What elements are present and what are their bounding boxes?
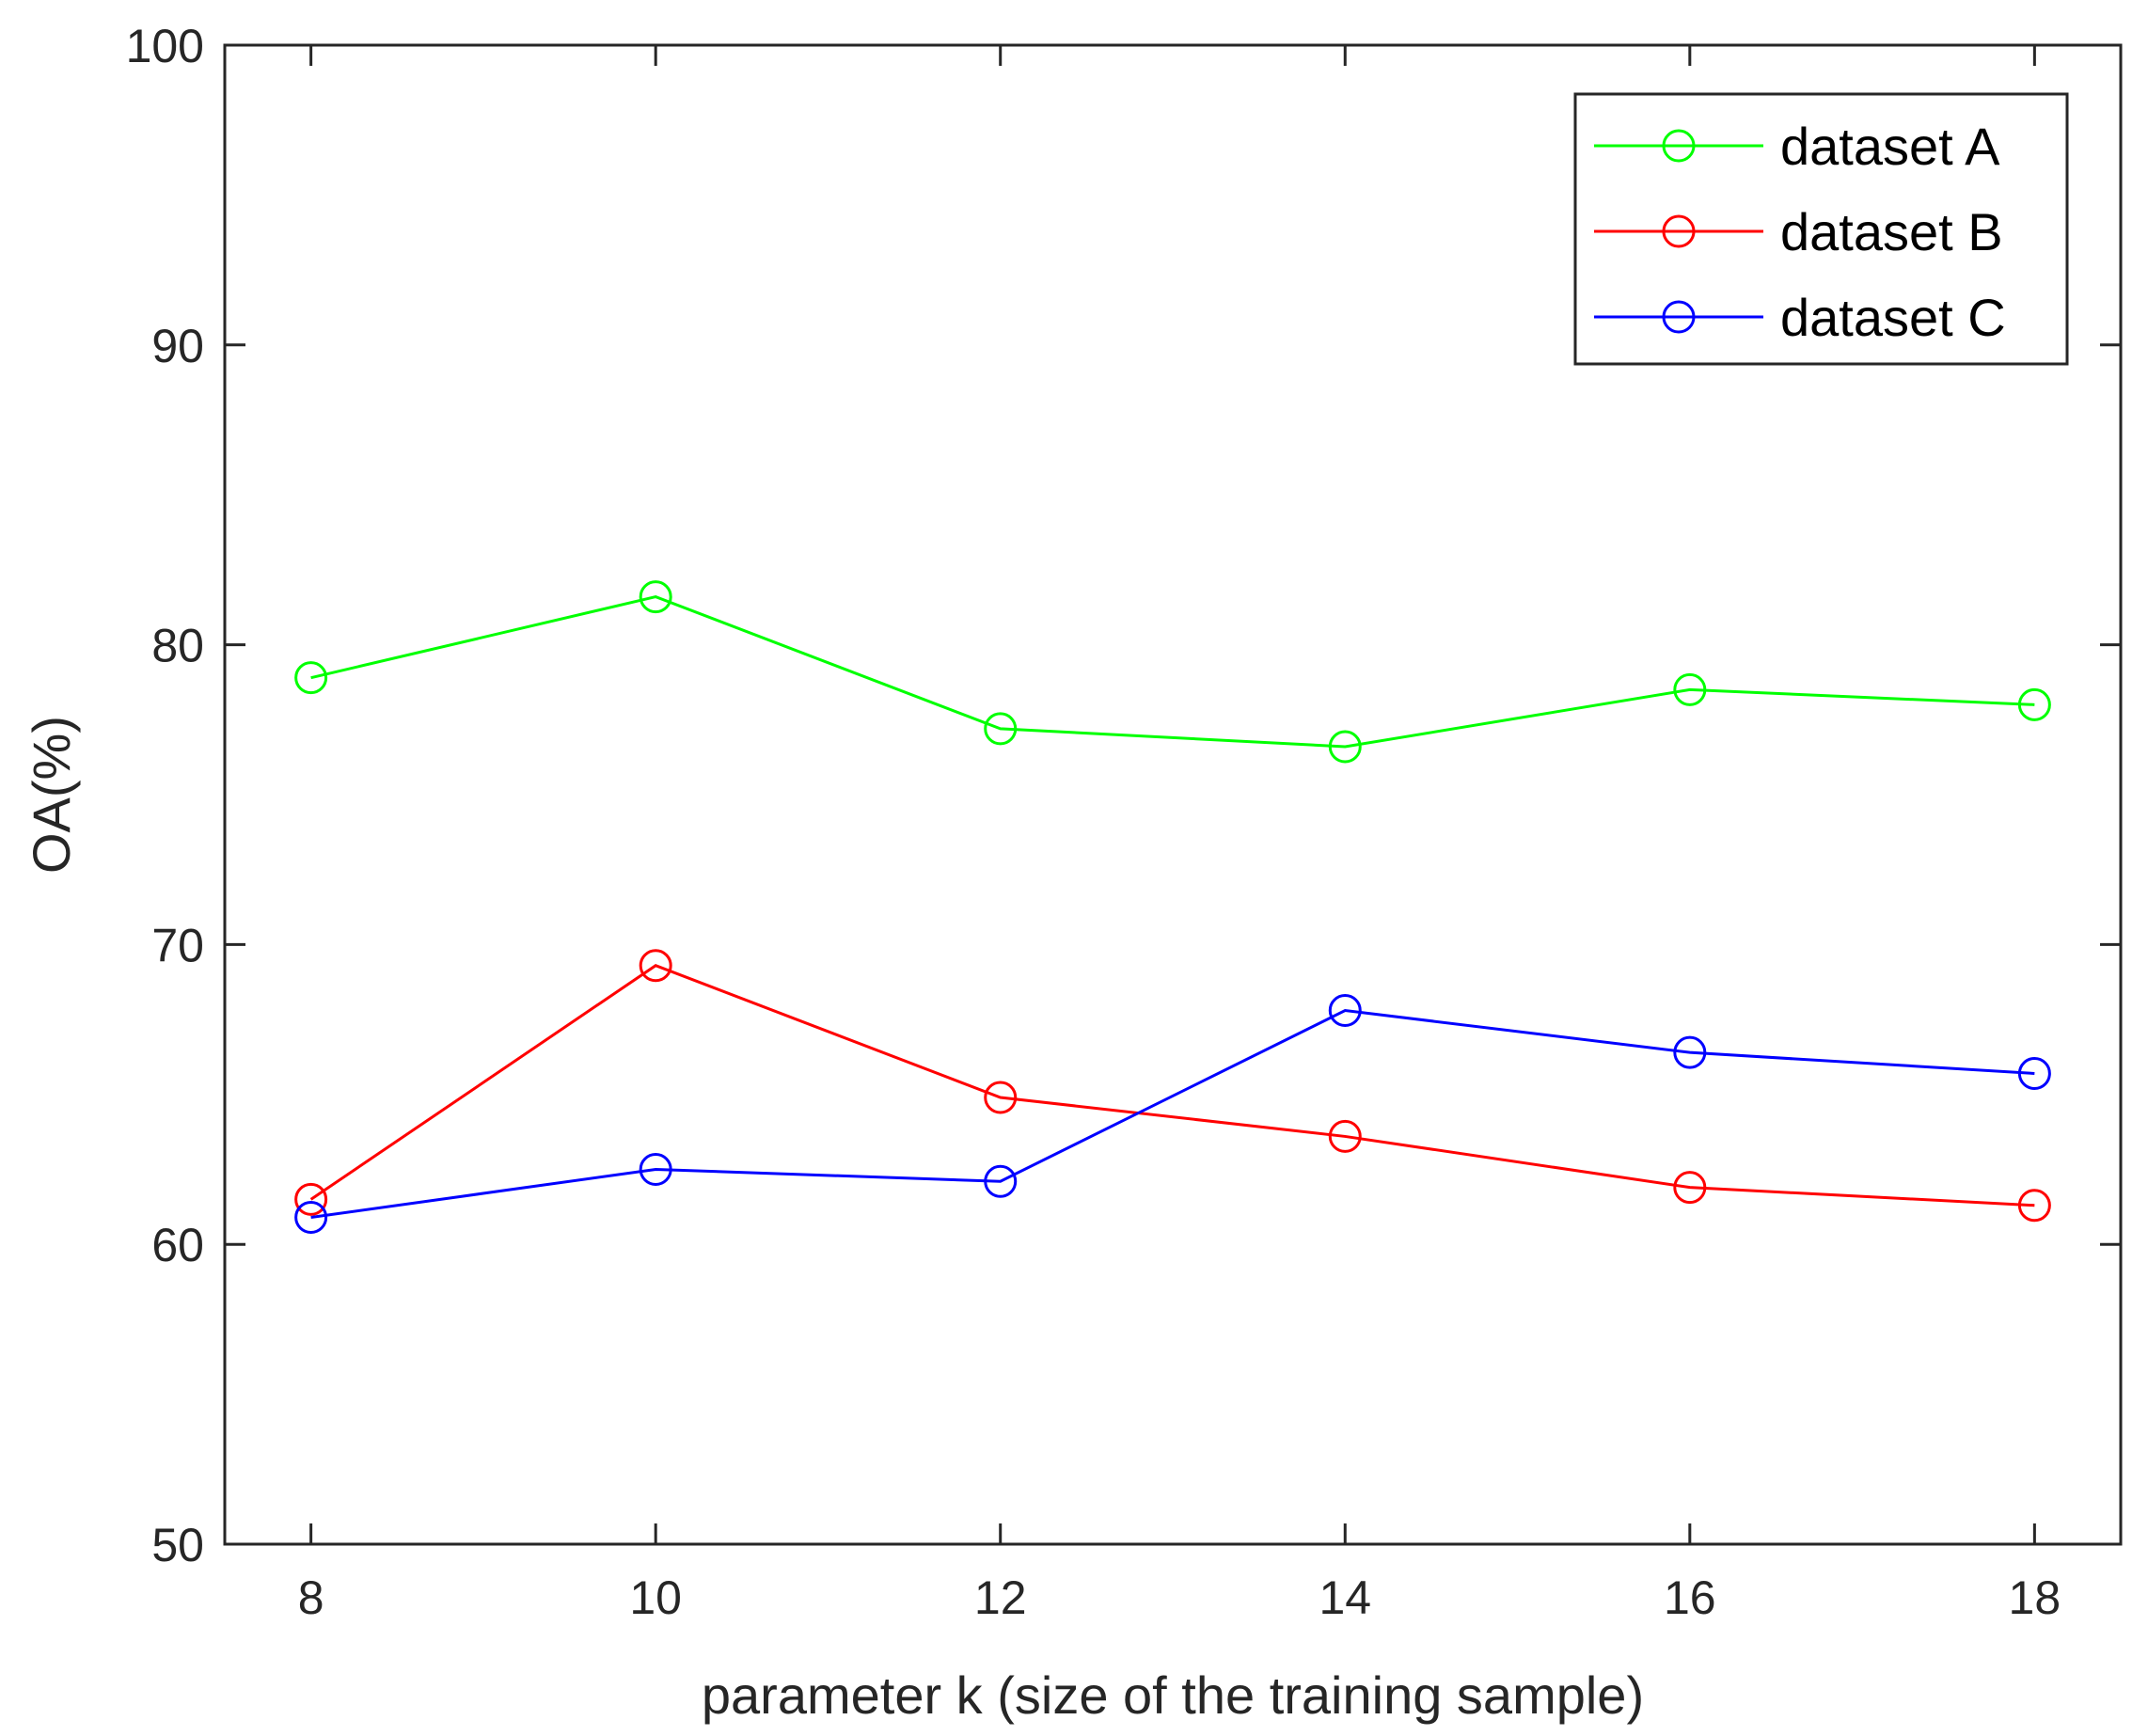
data-point: [984, 1081, 1018, 1114]
legend-box: [1573, 92, 2069, 366]
data-point: [1673, 672, 1707, 706]
y-tick-label: 70: [151, 919, 204, 971]
x-tick-label: 14: [1319, 1571, 1371, 1624]
y-tick-label: 90: [151, 320, 204, 372]
y-tick-label: 50: [151, 1519, 204, 1571]
data-point: [2017, 687, 2051, 721]
legend-item: dataset B: [1594, 202, 2003, 261]
y-axis: 50 60 70 80 90 100: [126, 20, 2121, 1571]
legend-label: dataset B: [1780, 202, 2003, 261]
data-point: [1328, 730, 1362, 764]
legend-marker: [1662, 300, 1696, 334]
data-point: [294, 661, 328, 695]
data-point: [639, 949, 672, 983]
data-point: [2017, 1189, 2051, 1223]
y-tick-label: 60: [151, 1219, 204, 1271]
legend-label: dataset C: [1780, 288, 2006, 347]
x-tick-label: 18: [2009, 1571, 2061, 1624]
data-point: [984, 712, 1018, 746]
data-point: [294, 1201, 328, 1235]
series-layer: [294, 580, 2051, 1235]
x-axis-title: parameter k (size of the training sample…: [702, 1665, 1644, 1725]
series-line: [309, 964, 2035, 1207]
legend: dataset A dataset B dataset C: [1573, 92, 2069, 366]
data-point: [1673, 1171, 1707, 1205]
data-point: [2017, 1056, 2051, 1090]
legend-marker: [1662, 214, 1696, 248]
data-point: [1328, 1119, 1362, 1153]
data-point: [639, 1153, 672, 1186]
legend-label: dataset A: [1780, 117, 2000, 176]
series-line: [310, 1008, 2035, 1219]
y-axis-title: OA(%): [22, 716, 81, 874]
x-tick-label: 16: [1664, 1571, 1716, 1624]
series-line: [310, 595, 2035, 749]
x-axis: 8 10 12 14 16 18: [298, 45, 2061, 1624]
x-tick-label: 8: [298, 1571, 324, 1624]
legend-marker: [1662, 129, 1696, 163]
data-point: [294, 1182, 328, 1216]
series-dataset-b: [294, 949, 2051, 1223]
y-tick-label: 100: [126, 20, 204, 72]
data-point: [984, 1164, 1018, 1198]
series-dataset-c: [294, 994, 2051, 1235]
data-point: [1328, 994, 1362, 1028]
data-point: [1673, 1035, 1707, 1069]
data-point: [639, 580, 672, 614]
legend-item: dataset C: [1594, 288, 2006, 347]
x-tick-label: 12: [974, 1571, 1027, 1624]
y-tick-label: 80: [151, 620, 204, 672]
series-dataset-a: [294, 580, 2051, 764]
legend-item: dataset A: [1594, 117, 2000, 176]
x-tick-label: 10: [629, 1571, 682, 1624]
